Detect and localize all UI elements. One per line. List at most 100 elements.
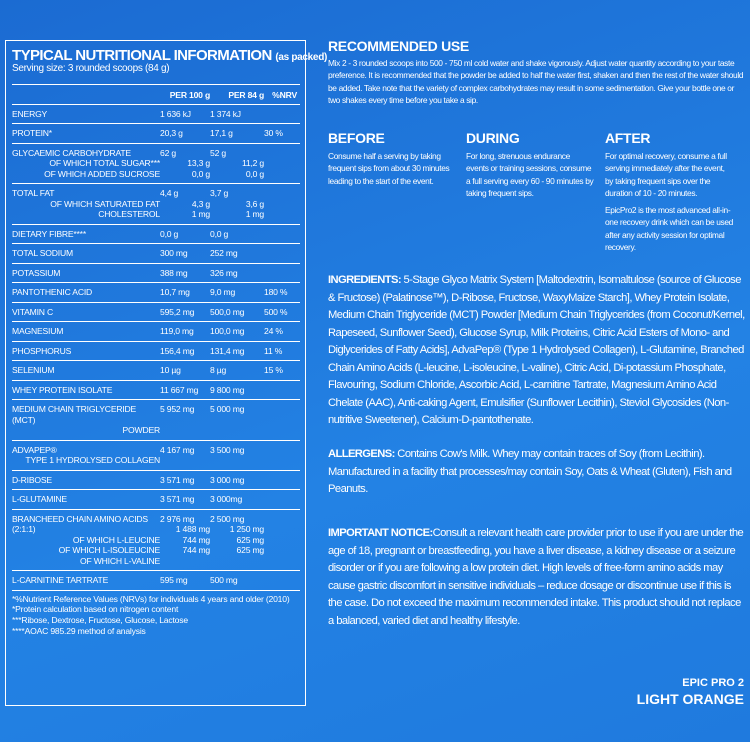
ingredients: INGREDIENTS: 5-Stage Glyco Matrix System… (328, 272, 746, 430)
value: 744 mg (182, 545, 211, 555)
title-note: (as packed) (275, 52, 328, 63)
nrv (264, 148, 297, 180)
nutrient-label: ENERGY (12, 108, 48, 119)
nutrient-name: PHOSPHORUS (12, 346, 160, 357)
nutrient-label: ADVAPEP® (12, 444, 57, 455)
nutrient-label: OF WHICH L-ISOLEUCINE (58, 545, 161, 555)
blank (264, 475, 297, 486)
nutrient-label: DIETARY FIBRE**** (12, 228, 86, 239)
nutrient-row: TOTAL SODIUM 300 mg 252 mg (12, 244, 300, 264)
nutrient-name: DIETARY FIBRE**** (12, 229, 160, 240)
nutrient-row: DIETARY FIBRE**** 0,0 g 0,0 g (12, 225, 300, 244)
per-84g: 131,4 mg (210, 346, 264, 357)
blank (264, 158, 297, 169)
nutrient-name: WHEY PROTEIN ISOLATE (12, 385, 160, 396)
nutrient-label: L-CARNITINE TARTRATE (12, 575, 109, 585)
per-84g: 326 mg (210, 268, 264, 279)
nutrient-row: ENERGY 1 636 kJ 1 374 kJ (12, 105, 300, 124)
nrv (264, 385, 297, 396)
nrv: 500 % (264, 307, 297, 318)
nrv: 11 % (264, 346, 297, 357)
blank (264, 385, 297, 396)
nutrient-label: OF WHICH TOTAL SUGAR*** (49, 158, 160, 168)
nrv: 15 % (264, 365, 297, 376)
value: 5 000 mg (210, 404, 245, 414)
blank (264, 575, 297, 586)
blank (264, 545, 297, 556)
nutrition-table: PER 100 g PER 84 g %NRV ENERGY 1 636 kJ 1 374… (12, 84, 300, 591)
value: 744 mg (182, 534, 211, 545)
nutrient-label: TOTAL FAT (12, 188, 55, 198)
per-100g: 10,7 mg (160, 287, 210, 298)
value: 300 mg (160, 248, 188, 258)
value: 3,7 g (210, 188, 229, 198)
value: 20,3 g (160, 128, 183, 138)
phase-title: DURING (466, 130, 520, 146)
per-100g: 20,3 g (160, 128, 210, 139)
value: 0,0 g (245, 168, 264, 179)
table-header: PER 100 g PER 84 g %NRV (12, 84, 300, 105)
value: 9 800 mg (210, 384, 245, 395)
blank (160, 455, 210, 466)
blank (264, 199, 297, 210)
value: 131,4 mg (210, 345, 245, 356)
nrv: 30 % (264, 128, 297, 139)
value: 11,2 g (241, 158, 264, 168)
value: 5 952 mg (160, 404, 195, 414)
value: 595 mg (160, 575, 188, 585)
nutrient-row: POTASSIUM 388 mg 326 mg (12, 264, 300, 283)
nutrient-label-cont: POWDER (122, 425, 161, 435)
blank (264, 514, 297, 525)
nutrient-row: WHEY PROTEIN ISOLATE 11 667 mg 9 800 mg (12, 381, 300, 400)
value: 326 mg (210, 267, 238, 278)
nrv (264, 268, 297, 279)
phase-text: For long, strenuous endurance events or … (466, 151, 594, 198)
nutrient-label: CHOLESTEROL (98, 209, 160, 219)
value: 500,0 mg (210, 306, 245, 317)
nutrient-row: BRANCHEED CHAIN AMINO ACIDS (2:1:1) OF WH… (12, 510, 300, 571)
nutrient-label: PROTEIN* (12, 128, 52, 138)
nutrition-panel: TYPICAL NUTRITIONAL INFORMATION (as pack… (5, 40, 327, 706)
nrv (264, 575, 297, 586)
value: 1 374 kJ (210, 108, 241, 119)
value: 388 mg (160, 267, 188, 278)
value: 0,0 g (191, 168, 210, 179)
blank (264, 148, 297, 159)
nutrient-label: WHEY PROTEIN ISOLATE (12, 384, 113, 395)
blank (264, 188, 297, 199)
nrv (264, 475, 297, 486)
per-84g: 252 mg (210, 248, 264, 259)
phase-note: EpicPro2 is the most advanced all-in-one… (605, 205, 733, 253)
nutrient-row: MEDIUM CHAIN TRIGLYCERIDE (MCT) POWDER 5 9… (12, 400, 300, 441)
per-100g: 0,0 g (160, 229, 210, 240)
nutrient-row: PHOSPHORUS 156,4 mg 131,4 mg 11 % (12, 342, 300, 361)
usage-text: Mix 2 - 3 rounded scoops into 500 - 750 … (328, 58, 744, 105)
nutrient-name: ENERGY (12, 109, 160, 120)
value: 13,3 g (187, 158, 210, 168)
nutrient-name: MAGNESIUM (12, 326, 160, 337)
per-84g: 8 µg (210, 365, 264, 376)
nutrient-row: L-CARNITINE TARTRATE 595 mg 500 mg (12, 571, 300, 591)
per-100g: 595,2 mg (160, 307, 210, 318)
value: 500 mg (210, 575, 238, 585)
per-100g: 300 mg (160, 248, 210, 259)
column-header: PER 84 g (228, 90, 264, 100)
value: 3 000mg (210, 494, 243, 504)
value: 62 g (160, 147, 176, 158)
value: 1 mg (245, 209, 265, 219)
nutrient-label: D-RIBOSE (12, 474, 52, 485)
value: 100,0 mg (210, 326, 245, 336)
per-100g: 3 571 mg (160, 494, 210, 505)
per-84g: 2 500 mg 1 250 mg 625 mg 625 mg (210, 514, 264, 567)
per-84g: 500 mg (210, 575, 264, 586)
nutrient-name: D-RIBOSE (12, 475, 160, 486)
per-84g: 100,0 mg (210, 326, 264, 337)
allergens: ALLERGENS: Contains Cow's Milk. Whey may… (328, 446, 746, 499)
per-100g: 4 167 mg (160, 445, 210, 466)
blank (264, 455, 297, 466)
nutrient-name: PANTOTHENIC ACID (12, 287, 160, 298)
per-84g: 17,1 g (210, 128, 264, 139)
